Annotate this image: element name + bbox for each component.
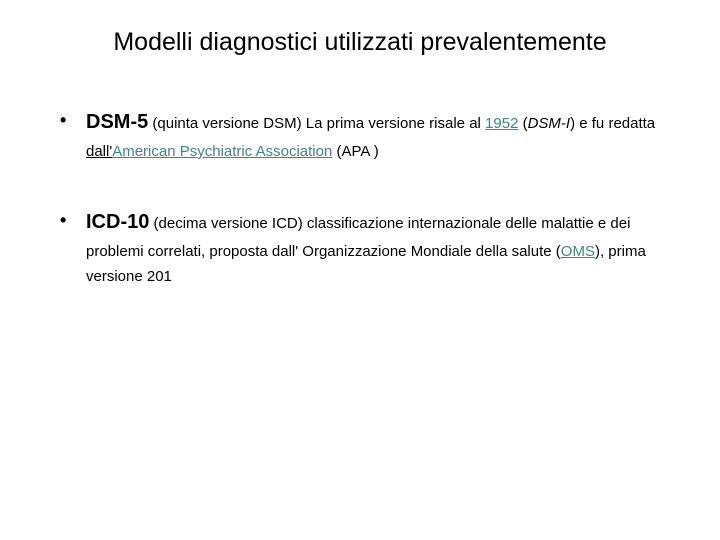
dall-underline: dall' bbox=[86, 143, 112, 160]
apa-link[interactable]: American Psychiatric Association bbox=[112, 143, 332, 160]
item-text: ( bbox=[518, 115, 527, 132]
item-head-dsm5: DSM-5 bbox=[86, 111, 148, 133]
list-item: DSM-5 (quinta versione DSM) La prima ver… bbox=[60, 105, 680, 165]
oms-link[interactable]: OMS bbox=[561, 243, 595, 260]
list-item: ICD-10 (decima versione ICD) classificaz… bbox=[60, 205, 680, 290]
year-link[interactable]: 1952 bbox=[485, 115, 518, 132]
item-text: (quinta versione DSM) La prima versione … bbox=[148, 115, 485, 132]
bullet-list: DSM-5 (quinta versione DSM) La prima ver… bbox=[40, 105, 680, 290]
item-text: ) e fu redatta bbox=[570, 115, 655, 132]
item-text: (decima versione ICD) classificazione in… bbox=[86, 215, 630, 260]
item-head-icd10: ICD-10 bbox=[86, 211, 149, 233]
slide-title: Modelli diagnostici utilizzati prevalent… bbox=[40, 28, 680, 57]
dsm-i-italic: DSM-I bbox=[528, 115, 571, 132]
item-text: (APA ) bbox=[332, 143, 378, 160]
